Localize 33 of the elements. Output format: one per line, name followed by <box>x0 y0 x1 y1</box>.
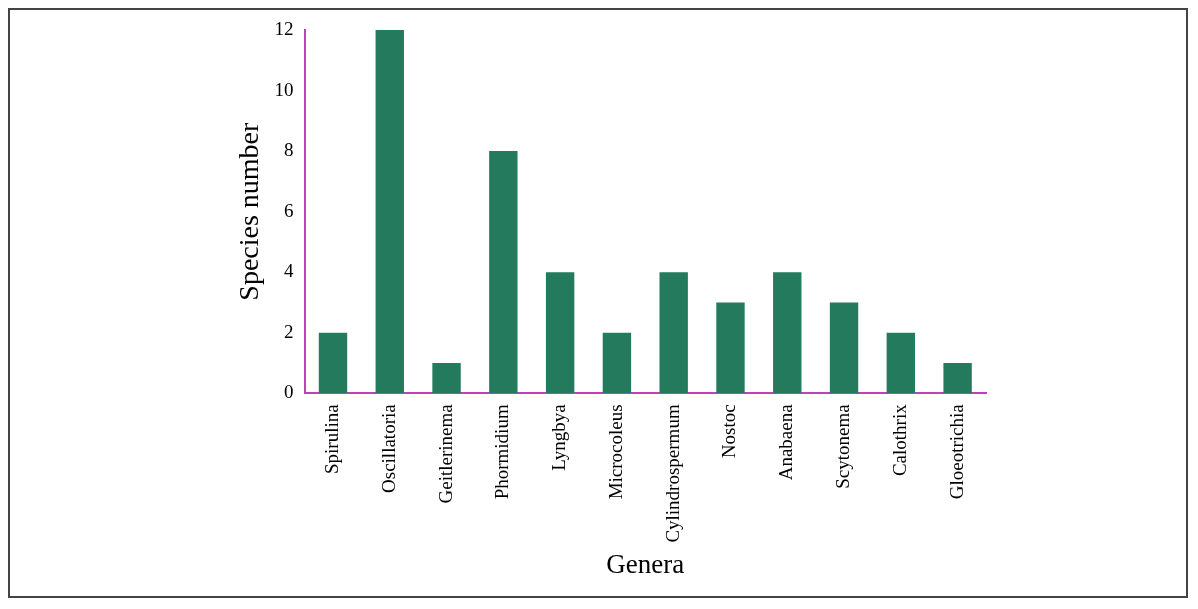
y-tick-label: 10 <box>274 78 294 100</box>
y-tick-label: 0 <box>284 381 294 403</box>
bar <box>375 30 404 394</box>
bar <box>716 302 745 394</box>
x-tick-label: Lyngbya <box>548 403 570 471</box>
y-tick-label: 2 <box>284 320 294 342</box>
bar <box>602 332 632 394</box>
bar <box>773 272 802 394</box>
x-tick-label: Phormidium <box>491 404 513 500</box>
bar <box>659 272 688 394</box>
bar <box>829 302 859 394</box>
x-tick-label: Calothrix <box>888 403 910 477</box>
x-tick-label: Spirulina <box>320 403 342 474</box>
bar <box>545 272 575 394</box>
y-tick-label: 6 <box>284 199 294 221</box>
x-axis-title: Genera <box>606 548 685 579</box>
x-tick-label: Scytonema <box>832 403 854 489</box>
x-tick-label: Cylindrospermum <box>661 404 683 543</box>
bar <box>318 332 348 394</box>
x-tick-label: Oscillatoria <box>377 403 399 493</box>
y-tick-label: 12 <box>274 17 294 39</box>
y-tick-label: 4 <box>284 260 295 282</box>
x-tick-label: Microcoleus <box>604 404 626 500</box>
bar <box>886 332 916 394</box>
x-tick-label: Gloeotrichia <box>945 403 967 500</box>
x-tick-label: Nostoc <box>718 404 740 459</box>
y-axis-title: Species number <box>233 121 265 301</box>
x-tick-label: Anabaena <box>775 403 797 481</box>
x-tick-label: Geitlerinema <box>434 403 456 504</box>
bar <box>943 363 972 394</box>
bar <box>489 151 518 394</box>
y-tick-label: 8 <box>284 139 294 161</box>
bar <box>432 363 461 394</box>
